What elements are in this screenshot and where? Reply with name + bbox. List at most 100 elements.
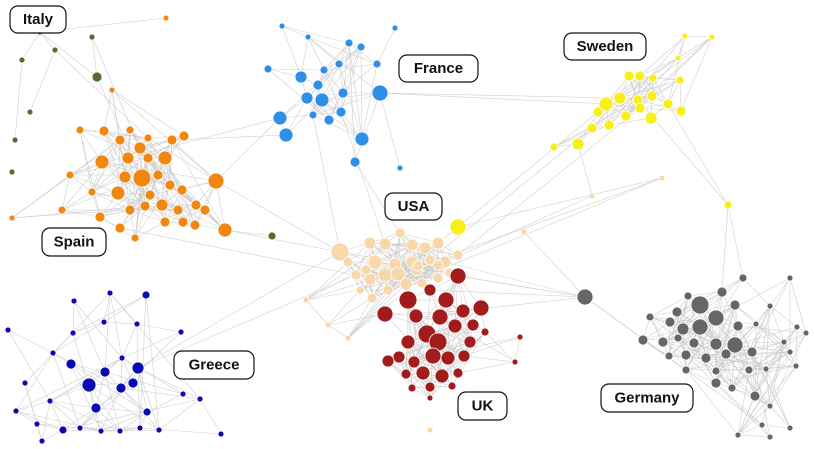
node-sweden-10 — [646, 90, 658, 102]
node-germany-4 — [690, 295, 710, 315]
edge-sweden-sweden — [639, 57, 679, 77]
node-italy-5 — [26, 108, 34, 116]
node-spain-29 — [57, 205, 67, 215]
node-uk-2 — [398, 290, 418, 310]
edge-greece-greece — [15, 410, 64, 431]
edge-germany-germany — [734, 304, 785, 343]
edge-greece-greece — [120, 387, 148, 413]
node-spain-17 — [152, 169, 164, 181]
edge-france-france — [376, 27, 396, 65]
edge-germany-germany — [715, 365, 797, 384]
node-usa-13 — [350, 269, 362, 281]
edge-greece-greece — [15, 352, 54, 412]
node-spain-13 — [142, 152, 154, 164]
edge-germany-germany — [742, 277, 771, 307]
node-greece-29 — [217, 430, 225, 438]
node-usa-12 — [452, 249, 464, 261]
svg-text:Greece: Greece — [189, 357, 240, 374]
edge-sweden-sweden — [553, 99, 639, 148]
edge-germany-germany — [765, 341, 785, 370]
edge-uk-uk — [457, 275, 474, 326]
edge-greece-greece — [100, 387, 122, 432]
node-germany-43 — [786, 424, 794, 432]
edge-greece-greece — [104, 292, 111, 373]
edge-france-france — [354, 92, 381, 163]
edge-spain-france — [215, 117, 281, 182]
edge-uk-uk — [437, 275, 459, 343]
node-spain-26 — [199, 204, 211, 216]
edge-usa-usa — [327, 289, 361, 326]
edge-sweden-sweden — [591, 36, 713, 129]
svg-text:France: France — [414, 60, 463, 77]
edge-uk-uk — [463, 336, 521, 357]
node-spain-23 — [124, 204, 136, 216]
node-greece-31 — [179, 390, 187, 398]
node-sweden-12 — [634, 102, 646, 114]
edge-italy-italy — [91, 36, 98, 78]
edge-greece-usa — [137, 274, 357, 369]
edge-germany-germany — [642, 321, 671, 341]
edge-uk-germany — [429, 289, 586, 298]
edge-greece-greece — [36, 423, 64, 431]
node-spain-9 — [178, 130, 190, 142]
edge-germany-germany — [755, 323, 797, 367]
edge-greece-greece — [52, 352, 81, 429]
node-uk-19 — [457, 349, 471, 363]
node-uk-28 — [424, 381, 436, 393]
edge-france-france — [307, 36, 325, 71]
edge-spain-italy — [224, 229, 273, 237]
edge-usa-usa — [444, 195, 593, 263]
node-germany-15 — [752, 320, 760, 328]
edge-spain-spain — [117, 139, 121, 194]
node-germany-38 — [727, 383, 737, 393]
edge-greece-greece — [95, 407, 121, 432]
edge-france-france — [281, 25, 302, 78]
edge-uk-uk — [484, 331, 516, 363]
node-germany-0 — [576, 288, 594, 306]
node-italy-4 — [18, 56, 26, 64]
edge-france-sweden — [379, 92, 621, 99]
node-usa-32 — [426, 426, 434, 434]
node-spain-24 — [172, 204, 184, 216]
node-france-10 — [312, 79, 324, 91]
node-sweden-22 — [449, 218, 467, 236]
node-sweden-16 — [603, 119, 615, 131]
node-usa-23 — [432, 272, 444, 284]
edge-greece-greece — [88, 384, 160, 431]
edge-sweden-sweden — [619, 77, 654, 99]
edge-germany-germany — [765, 368, 771, 407]
label-usa: USA — [384, 192, 443, 221]
node-usa-1 — [363, 236, 377, 250]
node-sweden-14 — [675, 105, 687, 117]
node-sweden-6 — [675, 75, 685, 85]
edge-sweden-sweden — [667, 103, 729, 206]
node-usa-19 — [366, 292, 378, 304]
edge-usa-usa — [305, 289, 361, 301]
node-italy-2 — [51, 46, 59, 54]
edge-germany-germany — [715, 277, 791, 319]
label-greece: Greece — [173, 350, 255, 380]
node-greece-28 — [155, 426, 163, 434]
edge-greece-greece — [136, 323, 182, 333]
edge-sweden-sweden — [625, 57, 679, 117]
edge-germany-germany — [737, 369, 750, 436]
edge-greece-greece — [121, 323, 138, 359]
edge-spain-spain — [129, 209, 166, 223]
edge-greece-greece — [36, 423, 81, 429]
node-sweden-8 — [598, 96, 614, 112]
edge-spain-spain — [69, 174, 93, 193]
node-spain-1 — [108, 86, 116, 94]
node-sweden-3 — [634, 70, 646, 82]
edge-spain-spain — [103, 130, 131, 211]
edge-usa-france — [354, 161, 401, 234]
edge-spain-spain — [103, 89, 113, 132]
node-italy-7 — [8, 168, 16, 176]
node-spain-33 — [114, 222, 126, 234]
edge-germany-germany — [649, 316, 670, 357]
node-france-13 — [337, 87, 349, 99]
node-uk-31 — [426, 394, 434, 402]
edge-spain-spain — [169, 139, 173, 186]
edge-greece-greece — [49, 400, 81, 429]
node-italy-8 — [267, 231, 277, 241]
